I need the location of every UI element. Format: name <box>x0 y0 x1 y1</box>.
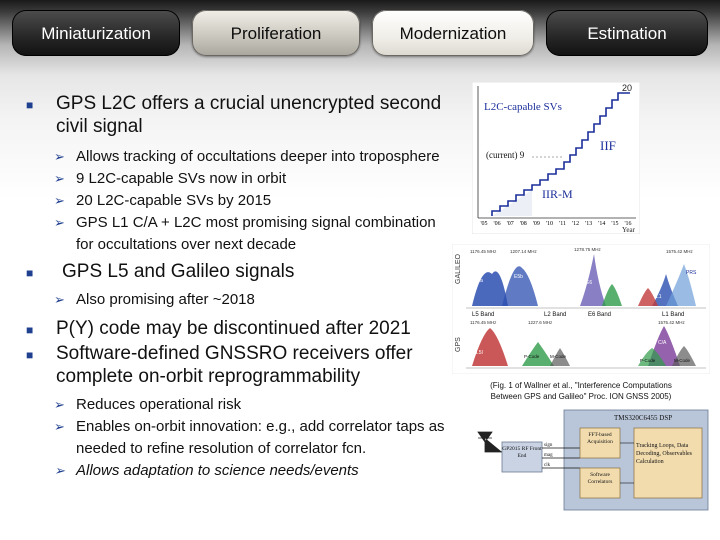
sub-bullet: ➢ Also promising after ~2018 <box>20 289 450 311</box>
x-tick-label: '15 <box>611 221 618 227</box>
bullet-l2c-text: GPS L2C offers a crucial unencrypted sec… <box>56 93 442 137</box>
arrow-bullet-icon: ➢ <box>54 463 65 478</box>
tab-miniaturization[interactable]: Miniaturization <box>12 10 180 56</box>
sub-bullet: ➢ Allows adaptation to science needs/even… <box>20 460 450 482</box>
arrow-bullet-icon: ➢ <box>54 193 65 208</box>
rf-front-end-box <box>501 441 543 473</box>
bullet-py-code: ■ P(Y) code may be discontinued after 202… <box>20 317 450 340</box>
freq-label: 1575.42 MHz <box>658 320 686 325</box>
sub-bullet: ➢ 9 L2C-capable SVs now in orbit <box>20 168 450 190</box>
e6-peak <box>580 254 606 306</box>
band-label: E6 Band <box>588 312 611 318</box>
signal-label: P-Code <box>640 358 656 363</box>
l2-pcode-peak <box>522 342 554 366</box>
block-iif-label: IIF <box>600 138 616 153</box>
arrow-bullet-icon: ➢ <box>54 419 65 434</box>
tab-proliferation[interactable]: Proliferation <box>192 10 360 56</box>
bullet-software-defined: ■ Software-defined GNSSRO receivers offer… <box>26 343 413 387</box>
acquisition-block <box>579 427 621 459</box>
signal-label: PRS <box>686 270 697 276</box>
bullet-l2c: ■ GPS L2C offers a crucial unencrypted se… <box>20 92 450 138</box>
x-tick-label: '14 <box>598 221 605 227</box>
tracking-block <box>633 427 703 499</box>
bullet-l5-galileo: ■ GPS L5 and Galileo signals <box>20 260 450 283</box>
gps-axis-label: GPS <box>455 337 462 352</box>
square-bullet-icon: ■ <box>26 98 34 112</box>
sub-bullet: ➢ GPS L1 C/A + L2C most promising signal … <box>54 214 436 253</box>
band-label: L5 Band <box>472 312 494 318</box>
x-tick-label: '10 <box>546 221 553 227</box>
current-label: (current) 9 <box>486 150 525 160</box>
figure-title: L2C-capable SVs <box>484 101 562 113</box>
prs-peak <box>666 264 696 306</box>
square-bullet-icon: ■ <box>26 348 34 362</box>
bullet-list: ■ GPS L2C offers a crucial unencrypted se… <box>20 92 450 482</box>
staircase-line <box>491 92 630 216</box>
signal-label: P-Code <box>524 354 540 359</box>
e5b-peak <box>502 266 538 306</box>
arrow-bullet-icon: ➢ <box>54 215 65 230</box>
signal-label: L5I <box>476 350 483 356</box>
block-iirm-label: IIR-M <box>542 187 573 201</box>
signal-line-label: mag <box>544 453 553 458</box>
tab-modernization[interactable]: Modernization <box>372 10 534 56</box>
x-tick-label: '07 <box>507 221 514 227</box>
freq-label: 1176.45 MHz <box>470 320 497 325</box>
signal-label: M-Code <box>674 358 691 363</box>
galileo-axis-label: GALILEO <box>455 253 462 284</box>
arrow-bullet-icon: ➢ <box>54 171 65 186</box>
figure-caption: (Fig. 1 of Wallner et al., "Interference… <box>490 381 672 401</box>
signal-line-label: clk <box>544 463 551 468</box>
x-tick-labels: '05 '06 '07 '08 '09 '10 '11 '12 '13 '14 '15 '16 <box>480 221 631 227</box>
x-tick-label: '08 <box>520 221 527 227</box>
arrow-bullet-icon: ➢ <box>54 397 65 412</box>
freq-label: 1278.75 MHz <box>574 247 602 252</box>
x-tick-label: '16 <box>624 221 631 227</box>
x-tick-label: '09 <box>533 221 540 227</box>
x-tick-label: '12 <box>572 221 579 227</box>
rf-front-end-label: GP2015 RF Front End <box>502 446 542 459</box>
gps-galileo-spectra-figure: GALILEO GPS L5 Band L2 Band E6 Band L1 B… <box>452 244 710 374</box>
receiver-block-diagram: TMS320C6455 DSP GP2015 RF Front End sign… <box>464 408 712 512</box>
l2-mcode-peak <box>550 348 570 366</box>
signal-label: L1 <box>656 294 662 300</box>
x-tick-label: '11 <box>559 221 566 227</box>
correlators-block <box>579 467 621 499</box>
x-tick-label: '05 <box>480 221 487 227</box>
signal-label: E5b <box>514 274 523 280</box>
l2c-capable-svs-figure: L2C-capable SVs 20 (current) 9 IIF IIR-M… <box>472 82 640 234</box>
l5-peak <box>472 328 508 366</box>
signal-label: E5a <box>474 278 483 284</box>
e5a-peak <box>472 271 508 306</box>
sub-bullet: ➢ Enables on-orbit innovation: e.g., add … <box>54 418 445 457</box>
tab-estimation[interactable]: Estimation <box>546 10 708 56</box>
sub-bullet: ➢ Reduces operational risk <box>20 394 450 416</box>
arrow-bullet-icon: ➢ <box>54 149 65 164</box>
dsp-title: TMS320C6455 DSP <box>614 414 672 422</box>
freq-label: 1207.14 MHz <box>510 249 538 254</box>
band-label: L1 Band <box>662 312 684 318</box>
freq-label: 1227.6 MHz <box>528 320 553 325</box>
band-label: L2 Band <box>544 312 566 318</box>
signal-label: C/A <box>658 340 667 346</box>
signal-label: M-Code <box>550 354 567 359</box>
square-bullet-icon: ■ <box>26 266 34 280</box>
arrow-bullet-icon: ➢ <box>54 292 65 307</box>
sub-bullet: ➢ 20 L2C-capable SVs by 2015 <box>20 190 450 212</box>
x-tick-label: '13 <box>585 221 592 227</box>
signal-line-label: sign <box>544 443 553 448</box>
x-axis-label: Year <box>622 226 636 234</box>
antenna-icon <box>477 431 502 453</box>
freq-label: 1575.42 MHz <box>666 249 694 254</box>
signal-label: E6 <box>586 280 592 286</box>
x-tick-label: '06 <box>494 221 501 227</box>
top-value-label: 20 <box>622 83 632 93</box>
sub-bullet: ➢ Allows tracking of occultations deeper … <box>20 146 450 168</box>
freq-label: 1176.45 MHz <box>470 249 497 254</box>
square-bullet-icon: ■ <box>26 323 34 337</box>
